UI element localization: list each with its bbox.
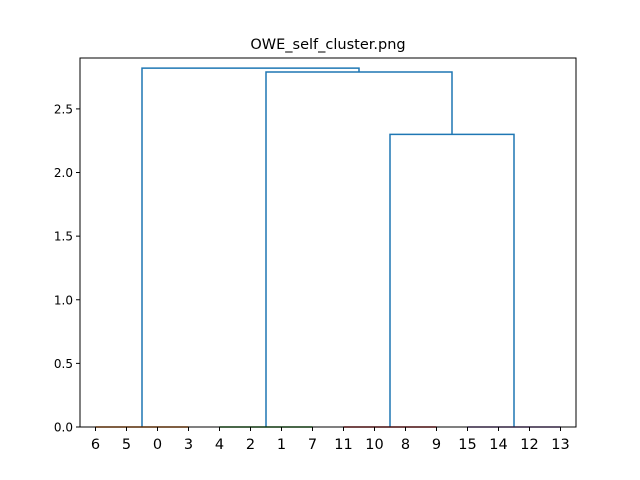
merge-link xyxy=(141,67,360,427)
x-axis: 6 5 0 3 4 2 1 7 11 10 8 9 15 14 12 13 xyxy=(91,427,570,453)
leaf-label: 1 xyxy=(277,437,286,453)
leaf-label: 12 xyxy=(520,437,538,453)
merge-link xyxy=(389,133,515,427)
y-tick-label: 2.0 xyxy=(54,166,73,180)
leaf-label: 3 xyxy=(184,437,193,453)
leaf-label: 11 xyxy=(334,437,352,453)
leaf-label: 10 xyxy=(365,437,383,453)
y-tick-label: 1.0 xyxy=(54,293,73,307)
leaf-label: 2 xyxy=(246,437,255,453)
y-axis: 0.0 0.5 1.0 1.5 2.0 2.5 xyxy=(54,102,80,435)
merge-link xyxy=(265,71,453,427)
plot-frame xyxy=(79,57,577,428)
leaf-label: 4 xyxy=(215,437,224,453)
leaf-label: 14 xyxy=(489,437,507,453)
leaf-label: 9 xyxy=(432,437,441,453)
leaf-label: 5 xyxy=(122,437,131,453)
chart-title: OWE_self_cluster.png xyxy=(250,37,405,53)
leaf-label: 7 xyxy=(308,437,317,453)
y-tick-label: 1.5 xyxy=(54,230,73,244)
leaf-label: 13 xyxy=(551,437,569,453)
y-tick-label: 0.0 xyxy=(54,421,73,435)
leaf-label: 8 xyxy=(401,437,410,453)
y-tick-label: 0.5 xyxy=(54,357,73,371)
y-tick-label: 2.5 xyxy=(54,102,73,116)
dendrogram-links xyxy=(141,67,515,427)
leaf-label: 15 xyxy=(458,437,476,453)
leaf-label: 0 xyxy=(153,437,162,453)
leaf-label: 6 xyxy=(91,437,100,453)
